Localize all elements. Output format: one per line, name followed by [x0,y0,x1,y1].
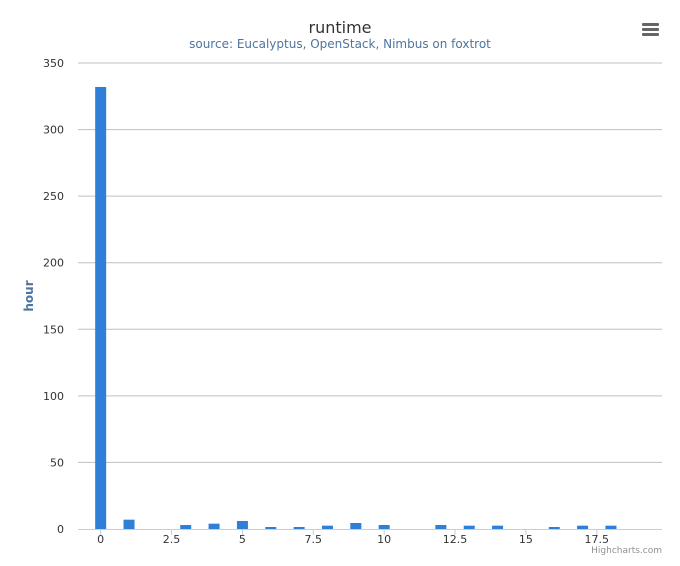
bar[interactable] [435,525,447,529]
bar[interactable] [350,523,362,529]
bar-series [95,86,617,530]
y-tick-labels: 0 50 100 150 200 250 300 350 [43,57,64,536]
y-tick-label: 200 [43,257,64,270]
bar[interactable] [463,525,475,529]
y-tick-label: 100 [43,390,64,403]
bar[interactable] [577,525,589,529]
bar[interactable] [605,525,617,529]
bar[interactable] [123,519,135,529]
x-tick-label: 15 [519,533,533,546]
x-tick-label: 5 [239,533,246,546]
bar[interactable] [265,527,277,529]
x-tick-label: 12.5 [443,533,468,546]
y-tick-label: 250 [43,190,64,203]
chart-menu-button[interactable] [636,17,666,41]
y-tick-label: 0 [57,523,64,536]
bar[interactable] [208,523,220,529]
x-tick-label: 2.5 [163,533,181,546]
x-tick-label: 10 [377,533,391,546]
bar[interactable] [321,525,333,529]
bar[interactable] [492,525,504,529]
hamburger-menu-icon [642,23,659,36]
x-tick-labels: 0 2.5 5 7.5 10 12.5 15 17.5 [97,529,609,546]
chart-subtitle: source: Eucalyptus, OpenStack, Nimbus on… [189,37,491,51]
credits-link[interactable]: Highcharts.com [591,546,662,556]
y-tick-label: 150 [43,323,64,336]
bar[interactable] [180,525,192,529]
bar[interactable] [293,527,305,529]
bar[interactable] [95,86,107,530]
chart-title: runtime [308,18,371,37]
y-axis-title: hour [22,280,36,311]
x-tick-label: 7.5 [305,533,323,546]
y-gridlines [78,62,662,463]
bar[interactable] [378,525,390,529]
bar[interactable] [236,521,248,529]
bar[interactable] [548,527,560,529]
y-tick-label: 300 [43,124,64,137]
x-tick-label: 0 [97,533,104,546]
y-tick-label: 350 [43,57,64,70]
y-tick-label: 50 [50,456,64,469]
x-tick-label: 17.5 [585,533,610,546]
